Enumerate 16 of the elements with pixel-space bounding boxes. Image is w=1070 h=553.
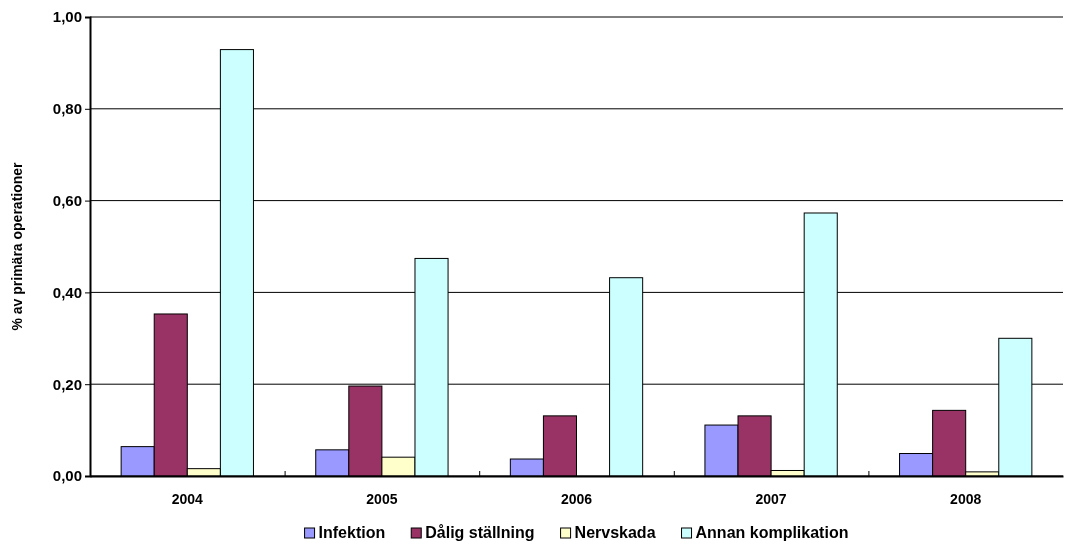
y-tick-label: 0,60 (52, 191, 82, 209)
x-tick-label: 2008 (950, 491, 982, 507)
y-axis-title: % av primära operationer (9, 161, 25, 331)
x-tick-label: 2005 (366, 491, 398, 507)
legend-label: Nervskada (574, 524, 656, 541)
y-tick-label: 1,00 (52, 8, 82, 26)
y-tick-label: 0,20 (52, 375, 82, 393)
legend-label: Annan komplikation (695, 524, 849, 541)
legend-label: Infektion (318, 524, 386, 541)
x-tick-label: 2006 (560, 491, 593, 507)
legend-label: Dålig ställning (425, 524, 535, 541)
y-tick-label: 0,40 (52, 283, 82, 301)
x-tick-label: 2007 (755, 491, 787, 507)
y-tick-label: 0,00 (52, 467, 82, 485)
x-tick-label: 2004 (171, 491, 204, 507)
y-tick-label: 0,80 (52, 100, 82, 118)
